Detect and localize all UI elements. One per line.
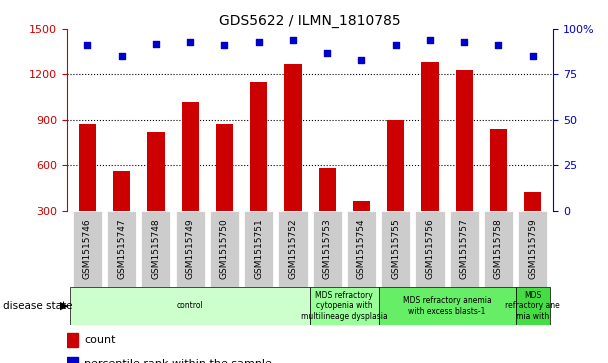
Text: GSM1515757: GSM1515757 — [460, 218, 469, 279]
FancyBboxPatch shape — [278, 211, 308, 287]
Text: GSM1515752: GSM1515752 — [288, 218, 297, 279]
Bar — [524, 192, 541, 211]
Text: control: control — [177, 301, 204, 310]
Point — [288, 37, 298, 43]
Text: GSM1515759: GSM1515759 — [528, 218, 537, 279]
Text: ▶: ▶ — [60, 301, 68, 311]
Text: GSM1515750: GSM1515750 — [220, 218, 229, 279]
FancyBboxPatch shape — [347, 211, 376, 287]
Text: GSM1515753: GSM1515753 — [323, 218, 332, 279]
FancyBboxPatch shape — [244, 211, 273, 287]
Text: GSM1515758: GSM1515758 — [494, 218, 503, 279]
Point — [151, 41, 161, 46]
Bar — [147, 132, 165, 211]
Text: GSM1515749: GSM1515749 — [185, 218, 195, 279]
FancyBboxPatch shape — [381, 211, 410, 287]
Text: GSM1515746: GSM1515746 — [83, 218, 92, 279]
Point — [460, 39, 469, 45]
Text: GSM1515751: GSM1515751 — [254, 218, 263, 279]
FancyBboxPatch shape — [310, 287, 379, 325]
Point — [185, 39, 195, 45]
FancyBboxPatch shape — [107, 211, 136, 287]
Text: GSM1515756: GSM1515756 — [426, 218, 435, 279]
Text: disease state: disease state — [3, 301, 72, 311]
Bar — [490, 129, 507, 211]
Bar — [319, 168, 336, 211]
Point — [219, 42, 229, 48]
FancyBboxPatch shape — [450, 211, 478, 287]
Bar — [387, 120, 404, 211]
Text: MDS refractory
cytopenia with
multilineage dysplasia: MDS refractory cytopenia with multilinea… — [301, 291, 388, 321]
FancyBboxPatch shape — [210, 211, 239, 287]
Point — [117, 53, 126, 59]
Point — [494, 42, 503, 48]
Point — [322, 50, 332, 56]
Bar — [216, 124, 233, 211]
Text: MDS refractory anemia
with excess blasts-1: MDS refractory anemia with excess blasts… — [402, 296, 491, 315]
Bar — [285, 64, 302, 211]
Title: GDS5622 / ILMN_1810785: GDS5622 / ILMN_1810785 — [219, 14, 401, 28]
Bar — [182, 102, 199, 211]
Bar — [250, 82, 268, 211]
Bar — [421, 62, 438, 211]
Bar — [67, 333, 78, 347]
FancyBboxPatch shape — [73, 211, 102, 287]
FancyBboxPatch shape — [516, 287, 550, 325]
Bar — [455, 70, 473, 211]
Point — [357, 57, 367, 63]
Text: MDS
refractory ane
mia with: MDS refractory ane mia with — [505, 291, 560, 321]
FancyBboxPatch shape — [518, 211, 547, 287]
Point — [528, 53, 537, 59]
Text: GSM1515755: GSM1515755 — [391, 218, 400, 279]
Bar — [79, 124, 96, 211]
FancyBboxPatch shape — [484, 211, 513, 287]
Text: GSM1515748: GSM1515748 — [151, 218, 161, 279]
Point — [425, 37, 435, 43]
Bar — [353, 201, 370, 211]
Point — [83, 42, 92, 48]
FancyBboxPatch shape — [142, 211, 170, 287]
Text: GSM1515754: GSM1515754 — [357, 218, 366, 279]
FancyBboxPatch shape — [176, 211, 205, 287]
Text: percentile rank within the sample: percentile rank within the sample — [84, 359, 272, 363]
FancyBboxPatch shape — [71, 287, 310, 325]
Point — [391, 42, 401, 48]
Bar — [113, 171, 130, 211]
Bar — [67, 357, 78, 363]
FancyBboxPatch shape — [313, 211, 342, 287]
Point — [254, 39, 263, 45]
Text: GSM1515747: GSM1515747 — [117, 218, 126, 279]
Text: count: count — [84, 335, 116, 345]
FancyBboxPatch shape — [379, 287, 516, 325]
FancyBboxPatch shape — [415, 211, 444, 287]
